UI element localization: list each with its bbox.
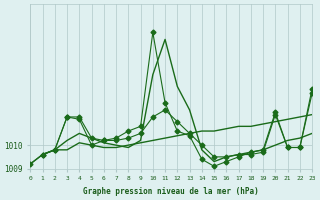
X-axis label: Graphe pression niveau de la mer (hPa): Graphe pression niveau de la mer (hPa) xyxy=(83,187,259,196)
